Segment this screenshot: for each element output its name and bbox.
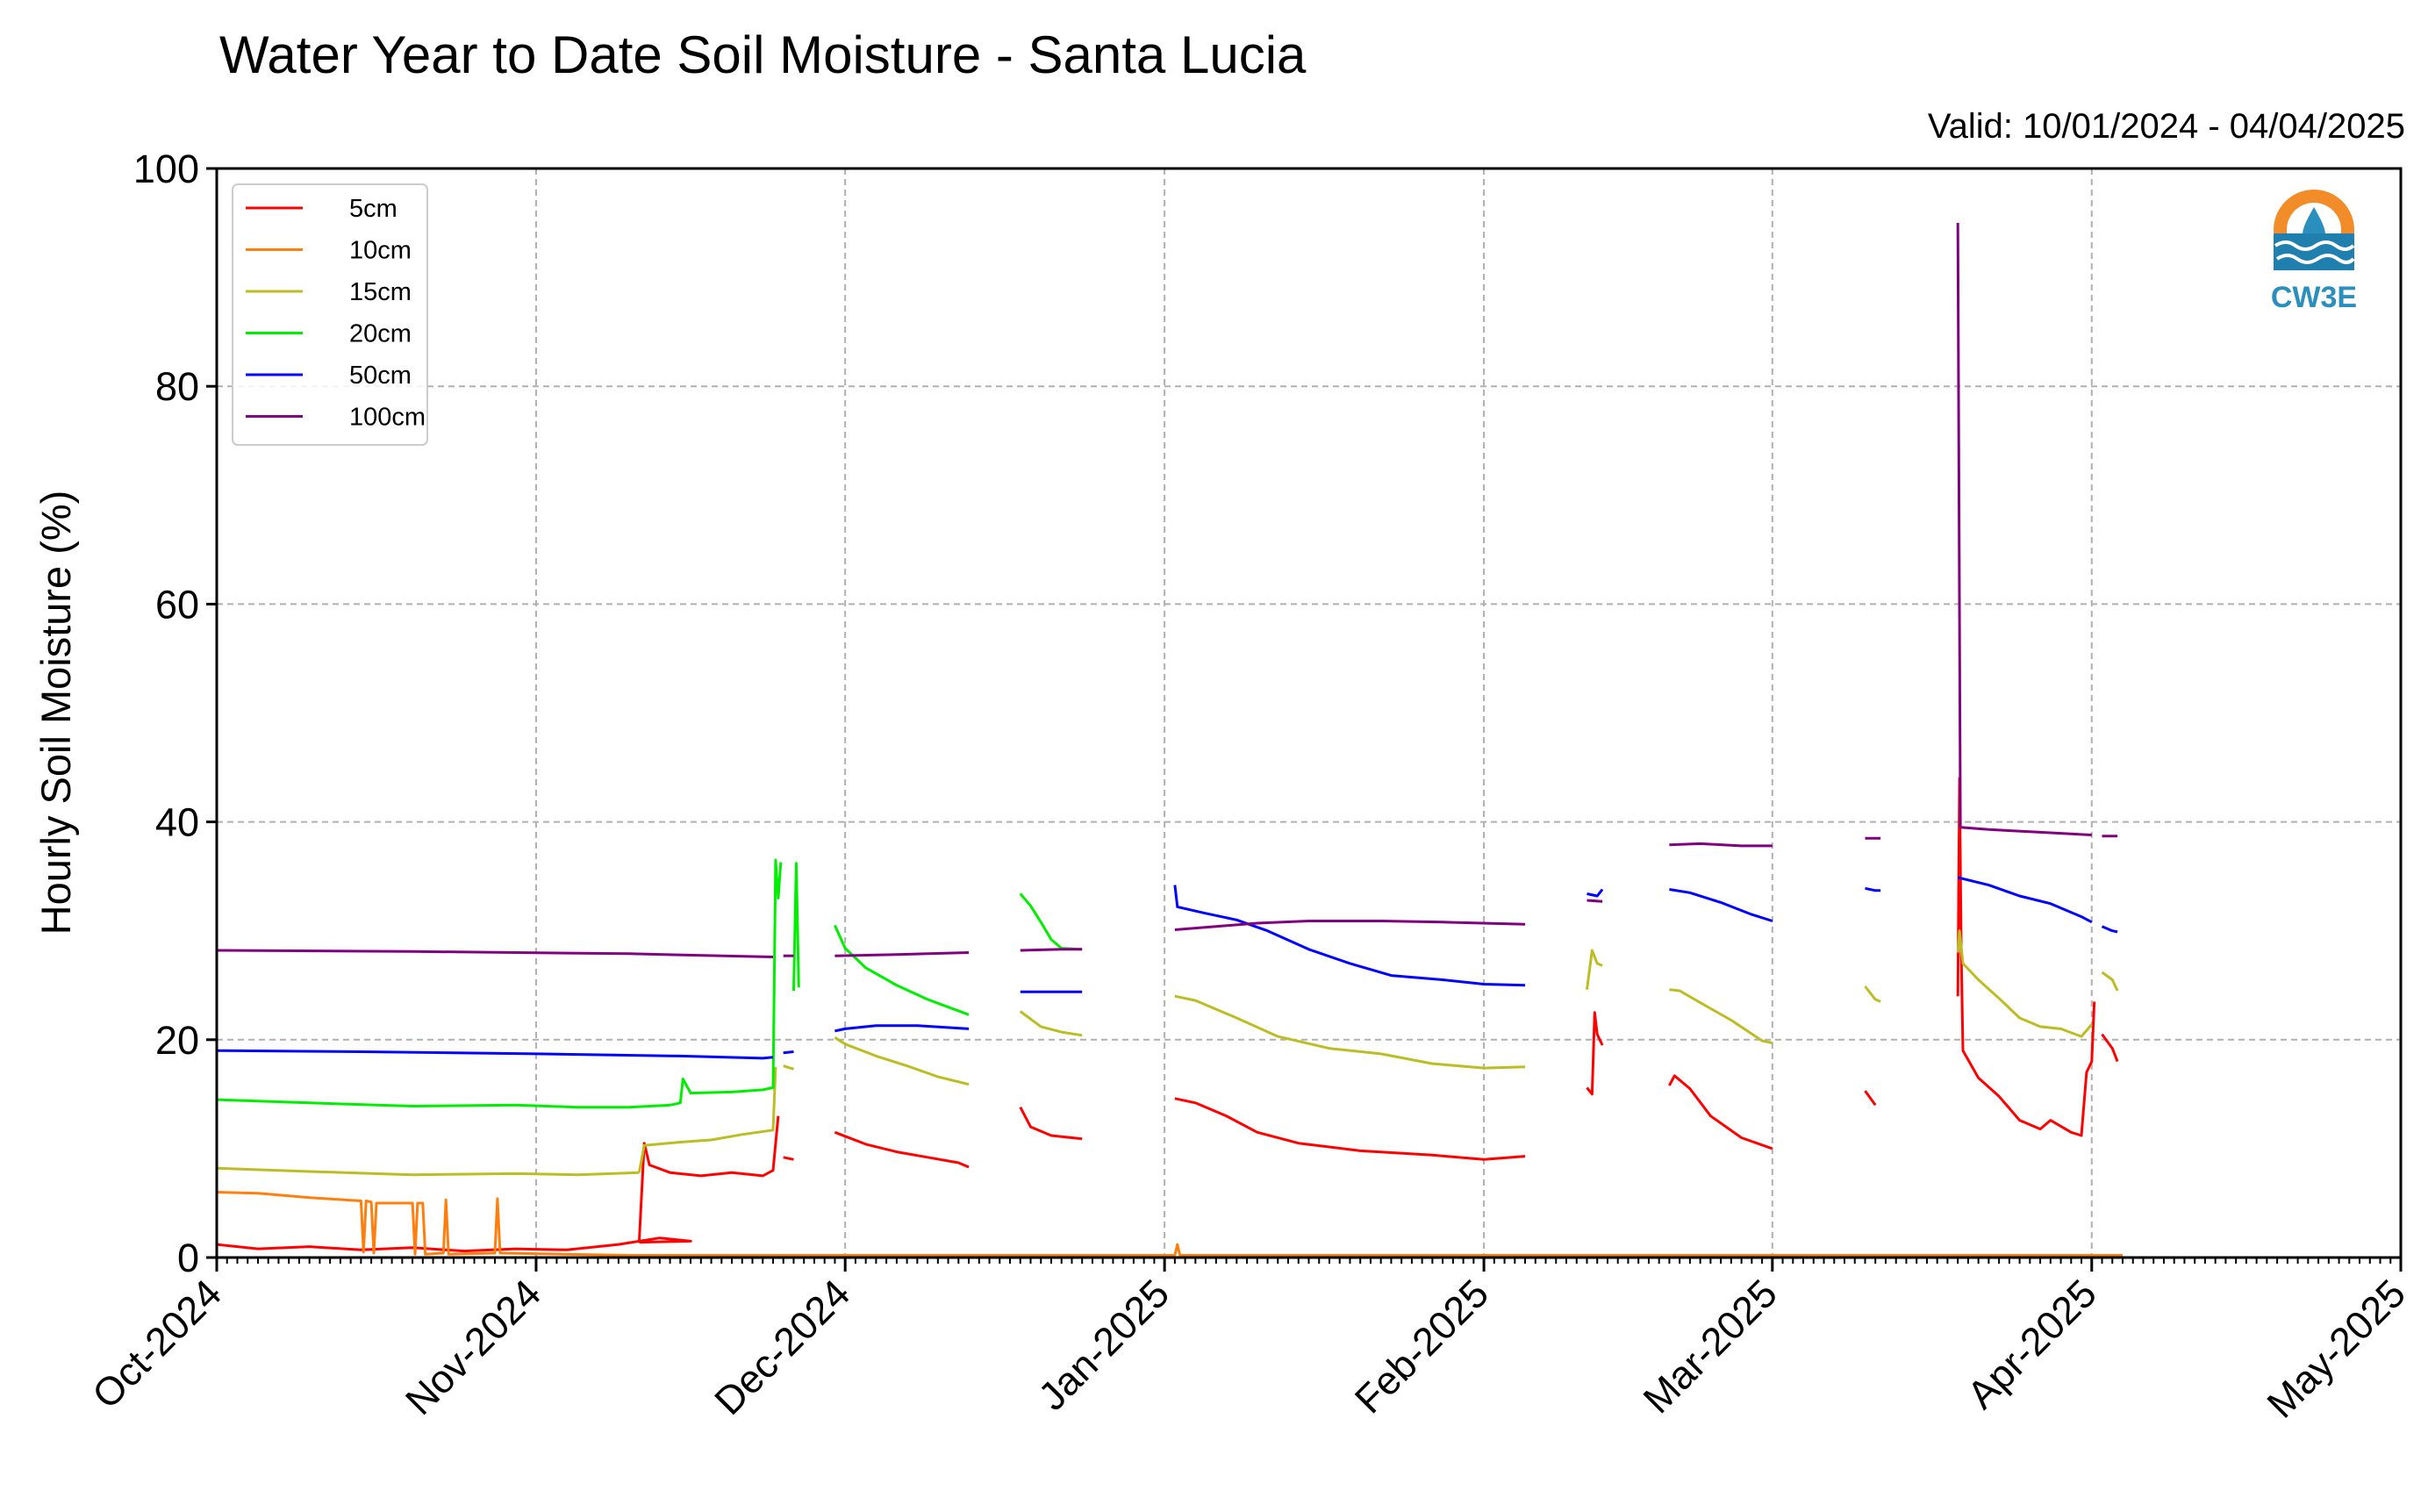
series-line-50cm bbox=[1173, 885, 1526, 987]
series-line-50cm bbox=[1669, 888, 1773, 922]
series-line-15cm bbox=[637, 1066, 777, 1173]
logo-waves bbox=[2274, 240, 2355, 264]
series-line-15cm bbox=[834, 1036, 970, 1086]
grid-lines bbox=[217, 168, 2401, 1258]
series-line-15cm bbox=[2101, 971, 2119, 992]
axes: 0 20 40 60 80 100 Oct-2024 Nov-2024 Dec-2024 Jan-… bbox=[83, 147, 2414, 1427]
series-line-50cm bbox=[1865, 886, 1881, 892]
series-line-100cm bbox=[216, 949, 774, 958]
series-line-5cm bbox=[834, 1130, 970, 1169]
y-tick-label: 80 bbox=[155, 364, 199, 409]
series-line-5cm bbox=[637, 1115, 780, 1243]
legend-label-5cm: 5cm bbox=[349, 195, 398, 223]
cw3e-logo: CW3E bbox=[2271, 190, 2357, 314]
series-line-50cm bbox=[1586, 888, 1604, 898]
series-line-20cm bbox=[1019, 892, 1083, 951]
series-line-100cm bbox=[1174, 920, 1526, 931]
x-tick-label: Feb-2025 bbox=[1346, 1271, 1497, 1422]
series-line-50cm bbox=[783, 1050, 794, 1055]
series-line-50cm bbox=[216, 1049, 774, 1060]
x-tick-label: Jan-2025 bbox=[1029, 1271, 1178, 1419]
y-axis-label: Hourly Soil Moisture (%) bbox=[32, 491, 79, 935]
series-lines bbox=[216, 222, 2123, 1257]
logo-text: CW3E bbox=[2271, 281, 2357, 314]
series-line-100cm bbox=[1020, 948, 1083, 952]
series-line-5cm bbox=[1864, 1090, 1877, 1107]
legend-label-15cm: 15cm bbox=[349, 278, 412, 306]
series-line-10cm bbox=[628, 1243, 2123, 1257]
series-line-15cm bbox=[1019, 1010, 1083, 1037]
series-line-100cm bbox=[1669, 842, 1773, 848]
x-tick-label: Apr-2025 bbox=[1959, 1271, 2105, 1417]
series-line-20cm bbox=[792, 862, 800, 992]
series-line-5cm bbox=[2101, 1033, 2119, 1063]
series-line-50cm bbox=[834, 1024, 970, 1033]
series-line-15cm bbox=[1669, 988, 1773, 1044]
series-line-15cm bbox=[1174, 994, 1526, 1070]
legend-label-50cm: 50cm bbox=[349, 362, 412, 390]
x-tick-label: Dec-2024 bbox=[705, 1271, 858, 1423]
legend-label-20cm: 20cm bbox=[349, 320, 412, 348]
valid-date-range: Valid: 10/01/2024 - 04/04/2025 bbox=[1927, 107, 2405, 146]
y-tick-label: 40 bbox=[155, 800, 199, 845]
series-line-5cm bbox=[1956, 777, 2096, 1137]
series-line-5cm bbox=[1174, 1097, 1526, 1161]
legend: 5cm 10cm 15cm 20cm 50cm 100cm bbox=[232, 183, 428, 446]
plot-frame bbox=[215, 167, 2403, 1259]
series-line-15cm bbox=[1586, 949, 1603, 990]
x-tick-label: May-2025 bbox=[2259, 1271, 2415, 1427]
y-tick-label: 100 bbox=[133, 147, 199, 191]
x-tick-label: Oct-2024 bbox=[83, 1271, 230, 1417]
legend-label-10cm: 10cm bbox=[349, 237, 412, 265]
series-line-5cm bbox=[783, 1156, 794, 1161]
x-tick-label: Mar-2025 bbox=[1635, 1271, 1786, 1422]
x-tick-label: Nov-2024 bbox=[397, 1271, 549, 1423]
series-line-15cm bbox=[783, 1064, 794, 1071]
series-line-5cm bbox=[1586, 1011, 1604, 1096]
series-line-100cm bbox=[1956, 222, 2092, 836]
y-tick-label: 60 bbox=[155, 582, 199, 627]
series-line-15cm bbox=[1956, 929, 2093, 1038]
series-line-20cm bbox=[834, 924, 970, 1016]
logo-wave-band bbox=[2274, 233, 2354, 270]
series-line-50cm bbox=[1957, 876, 2093, 924]
series-line-15cm bbox=[216, 1166, 640, 1177]
chart-title: Water Year to Date Soil Moisture - Santa… bbox=[219, 25, 1307, 84]
series-line-5cm bbox=[1019, 1107, 1083, 1141]
y-tick-label: 20 bbox=[155, 1018, 199, 1063]
series-line-100cm bbox=[834, 951, 970, 957]
series-line-100cm bbox=[1586, 899, 1603, 903]
series-line-20cm bbox=[216, 858, 783, 1109]
series-line-5cm bbox=[216, 1236, 692, 1253]
series-line-10cm bbox=[216, 1191, 629, 1257]
series-line-50cm bbox=[2101, 925, 2118, 934]
series-line-15cm bbox=[1864, 985, 1881, 1003]
series-line-5cm bbox=[1668, 1074, 1773, 1150]
legend-label-100cm: 100cm bbox=[349, 404, 426, 432]
y-tick-label: 0 bbox=[177, 1236, 199, 1280]
